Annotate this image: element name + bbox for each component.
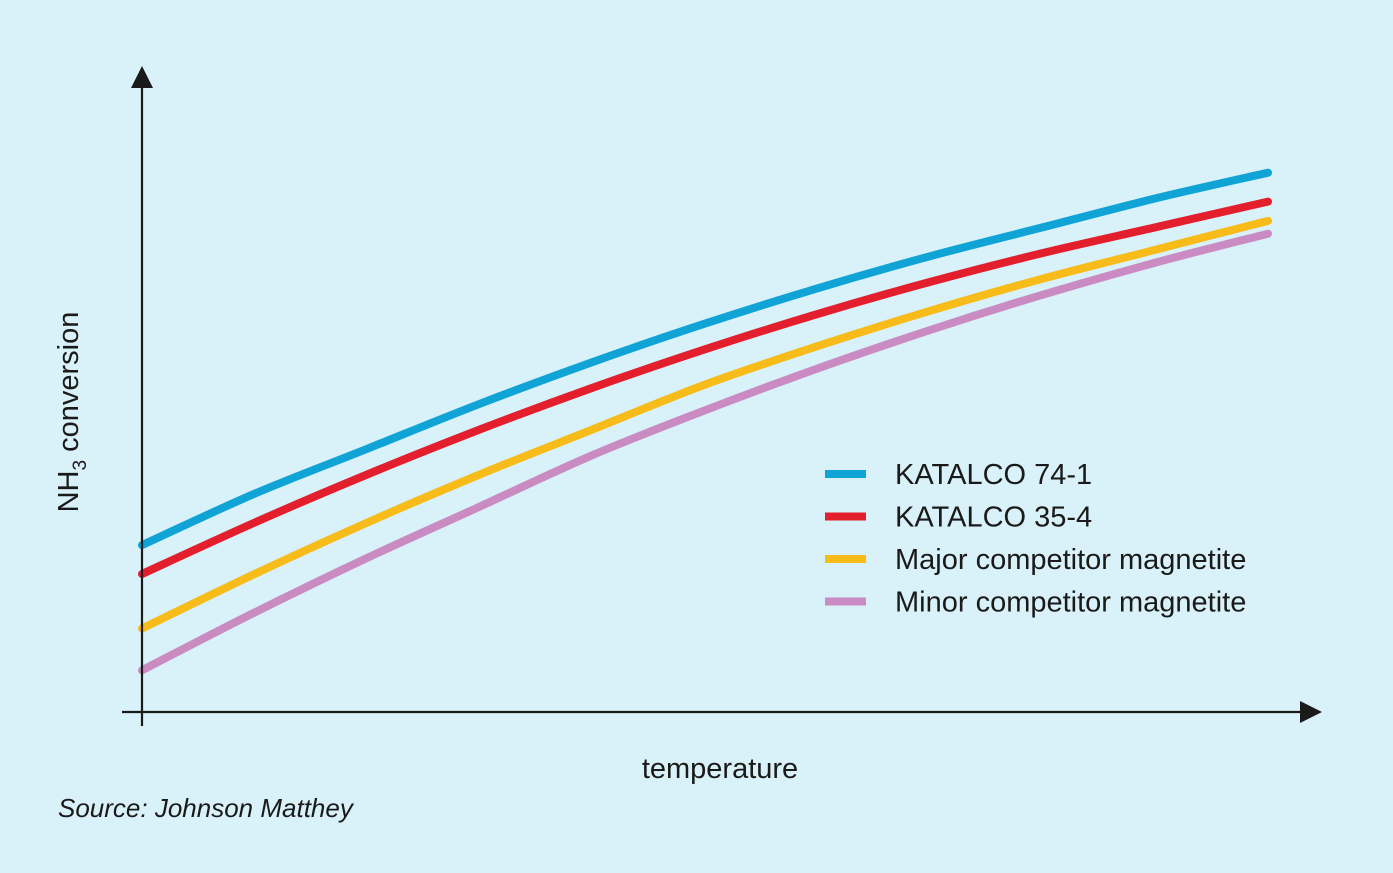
source-credit: Source: Johnson Matthey bbox=[58, 793, 355, 823]
legend-label: KATALCO 35-4 bbox=[895, 502, 1092, 534]
legend-label: KATALCO 74-1 bbox=[895, 459, 1092, 491]
legend-label: Minor competitor magnetite bbox=[895, 587, 1246, 619]
legend: KATALCO 74-1 KATALCO 35-4 Major competitor… bbox=[825, 459, 1246, 619]
y-axis-label-subscript: 3 bbox=[70, 460, 91, 471]
y-axis-arrowhead bbox=[131, 66, 153, 88]
y-axis-label-prefix: NH bbox=[53, 471, 85, 513]
legend-item-minor-competitor-magnetite: Minor competitor magnetite bbox=[825, 587, 1246, 619]
x-axis-label: temperature bbox=[642, 753, 798, 785]
axes bbox=[122, 66, 1322, 726]
y-axis-label: NH3 conversion bbox=[53, 312, 91, 513]
legend-item-katalco-35-4: KATALCO 35-4 bbox=[825, 502, 1092, 534]
series-line-minor-competitor-magnetite bbox=[138, 229, 1272, 675]
series-line-katalco-35-4 bbox=[138, 197, 1272, 578]
series-layer bbox=[138, 168, 1272, 675]
series-line-katalco-74-1 bbox=[138, 168, 1272, 550]
legend-label: Major competitor magnetite bbox=[895, 544, 1246, 576]
series-line-major-competitor-magnetite bbox=[138, 216, 1272, 633]
y-axis-label-suffix: conversion bbox=[53, 312, 85, 460]
x-axis-arrowhead bbox=[1300, 701, 1322, 723]
legend-item-major-competitor-magnetite: Major competitor magnetite bbox=[825, 544, 1246, 576]
legend-item-katalco-74-1: KATALCO 74-1 bbox=[825, 459, 1092, 491]
